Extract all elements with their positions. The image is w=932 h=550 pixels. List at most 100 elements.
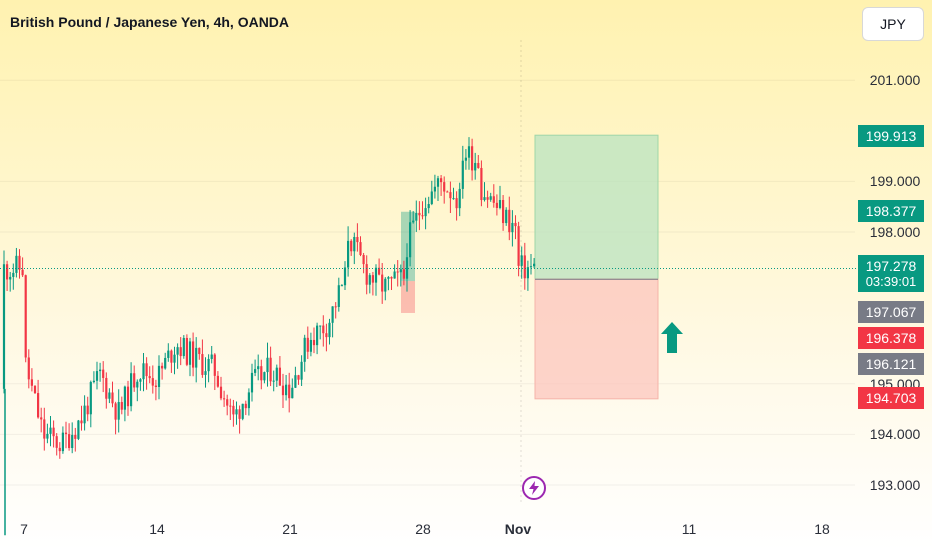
candle-body xyxy=(21,269,24,276)
candle-body xyxy=(99,369,102,372)
candles xyxy=(2,137,536,459)
candle-body xyxy=(483,197,486,201)
x-tick-label: 11 xyxy=(681,521,697,537)
grid-lines xyxy=(0,79,855,486)
candle-body xyxy=(303,337,306,362)
candle-body xyxy=(260,366,263,381)
x-tick-label: Nov xyxy=(504,521,532,537)
candle-body xyxy=(83,405,86,424)
candle-body xyxy=(533,263,536,267)
candle-body xyxy=(266,357,269,373)
candle-body xyxy=(89,382,92,415)
candle-body xyxy=(241,403,244,419)
candle-body xyxy=(337,285,340,307)
candle-body xyxy=(368,275,371,285)
candle-body xyxy=(514,222,517,227)
candle-body xyxy=(210,354,213,359)
candle-body xyxy=(229,405,232,407)
current-price-box: 197.278 03:39:01 xyxy=(858,255,924,292)
candle-body xyxy=(523,255,526,279)
candle-body xyxy=(505,209,508,224)
candle-body xyxy=(216,375,219,387)
bar-countdown: 03:39:01 xyxy=(865,274,917,289)
candle-body xyxy=(356,236,359,243)
candle-body xyxy=(120,402,123,410)
candle-body xyxy=(6,264,9,280)
candle-body xyxy=(161,365,164,369)
candle-body xyxy=(238,409,241,419)
level-b-price-label: 196.378 xyxy=(858,327,924,349)
candle-body xyxy=(415,212,418,221)
target-price-label: 199.913 xyxy=(858,125,924,147)
arrow-up-icon xyxy=(661,322,683,353)
candle-body xyxy=(12,272,15,277)
candle-body xyxy=(278,367,281,386)
candle-body xyxy=(365,264,368,285)
candle-body xyxy=(508,209,511,233)
candle-body xyxy=(452,198,455,200)
candle-body xyxy=(526,267,529,279)
candle-body xyxy=(458,188,461,209)
candle-body xyxy=(77,420,80,439)
candle-body xyxy=(309,339,312,352)
candle-body xyxy=(235,409,238,415)
candle-body xyxy=(312,339,316,346)
candle-body xyxy=(464,157,467,161)
mini-stop-zone xyxy=(401,281,415,313)
lightning-bolt-icon[interactable] xyxy=(522,476,546,500)
candle-body xyxy=(179,347,182,357)
candle-body xyxy=(188,341,192,365)
candle-body xyxy=(133,373,136,388)
candle-body xyxy=(285,384,288,396)
currency-button[interactable]: JPY xyxy=(862,7,924,41)
candle-body xyxy=(58,447,61,452)
candle-body xyxy=(421,215,424,217)
candle-body xyxy=(24,275,27,358)
candle-body xyxy=(294,375,297,388)
candle-body xyxy=(520,255,523,266)
mini-target-zone xyxy=(401,211,415,282)
candle-body xyxy=(362,255,365,265)
candle-body xyxy=(15,255,18,273)
candle-body xyxy=(213,354,216,376)
candle-body xyxy=(297,375,300,380)
candle-body xyxy=(449,192,452,199)
overlays xyxy=(0,40,858,536)
candle-body xyxy=(436,178,440,187)
candle-body xyxy=(157,365,161,387)
candle-body xyxy=(9,276,12,280)
candle-body xyxy=(300,361,303,380)
candle-body xyxy=(306,337,309,352)
candle-body xyxy=(412,220,415,223)
candle-body xyxy=(64,432,68,435)
candle-body xyxy=(427,204,430,209)
candle-body xyxy=(232,405,235,415)
candle-body xyxy=(207,358,210,372)
candle-body xyxy=(359,242,362,256)
y-tick-label: 198.000 xyxy=(869,224,921,240)
candle-body xyxy=(331,306,334,323)
candle-body xyxy=(226,399,229,406)
candle-body xyxy=(142,363,145,380)
candle-body xyxy=(461,160,464,189)
chart-title: British Pound / Japanese Yen, 4h, OANDA xyxy=(10,14,290,30)
y-tick-label: 194.000 xyxy=(869,426,921,443)
x-tick-label: 7 xyxy=(20,521,28,537)
candle-body xyxy=(167,350,170,358)
candle-body xyxy=(40,417,43,420)
x-tick-label: 18 xyxy=(814,521,830,537)
candle-body xyxy=(30,379,33,386)
target-zone xyxy=(534,134,659,280)
candle-body xyxy=(130,373,133,407)
candle-body xyxy=(381,274,384,292)
candle-body xyxy=(148,376,151,379)
candle-body xyxy=(350,240,353,252)
candle-body xyxy=(492,196,495,203)
candle-body xyxy=(316,325,319,346)
candle-body xyxy=(378,267,381,275)
candle-body xyxy=(126,386,130,407)
candle-body xyxy=(123,386,126,410)
candle-body xyxy=(182,337,185,357)
